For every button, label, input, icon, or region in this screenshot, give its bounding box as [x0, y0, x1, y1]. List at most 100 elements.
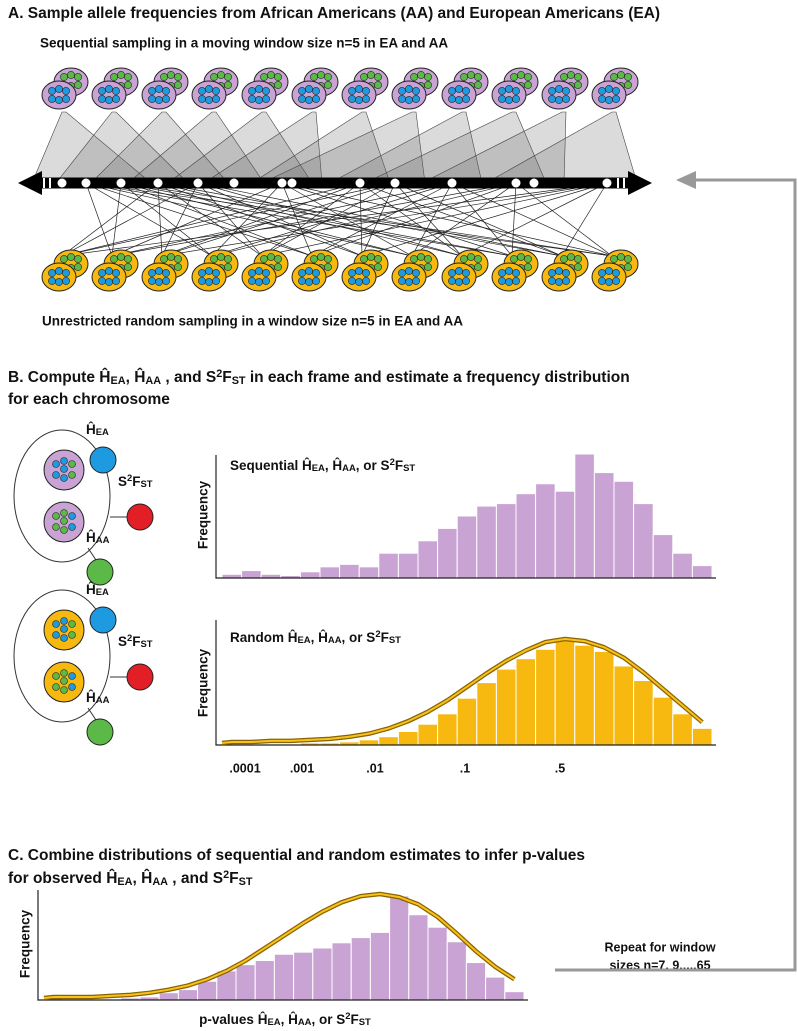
allele-dot — [460, 255, 467, 262]
allele-dot — [224, 255, 231, 262]
histogram-bar — [236, 965, 255, 1000]
panel-b-title: B. Compute ĤEA, ĤAA , and S2FST in each … — [8, 368, 630, 387]
allele-dot — [53, 461, 60, 468]
snp-position — [602, 178, 612, 188]
allele-dot — [512, 269, 519, 276]
allele-dot — [362, 277, 369, 284]
allele-dot — [610, 73, 617, 80]
text-run: F — [395, 458, 403, 473]
allele-dot — [517, 253, 524, 260]
allele-dot — [69, 684, 76, 691]
allele-dot — [69, 524, 76, 531]
subscript: AA — [342, 463, 356, 474]
allele-dot — [612, 277, 619, 284]
allele-dot — [69, 472, 76, 479]
text-run: Ĥ — [99, 368, 110, 386]
allele-dot — [155, 85, 162, 92]
subscript: EA — [312, 463, 325, 474]
allele-dot — [348, 95, 355, 102]
text-run: , and S — [168, 870, 223, 887]
h-aa-node — [87, 719, 113, 745]
allele-dot — [212, 269, 219, 276]
allele-dot — [548, 87, 555, 94]
allele-dot — [412, 95, 419, 102]
panel-b-title-line2: for each chromosome — [8, 391, 170, 408]
allele-dot — [69, 461, 76, 468]
snp-position — [153, 178, 163, 188]
allele-dot — [205, 278, 212, 285]
allele-dot — [455, 96, 462, 103]
allele-dot — [467, 253, 474, 260]
subscript: ST — [141, 479, 153, 490]
allele-dot — [448, 269, 455, 276]
histogram-bar — [692, 566, 712, 578]
allele-dot — [148, 95, 155, 102]
subscript: AA — [152, 876, 168, 888]
allele-dot — [405, 278, 412, 285]
allele-dot — [398, 95, 405, 102]
histogram-bar — [477, 506, 497, 578]
allele-dot — [62, 277, 69, 284]
allele-dot — [612, 269, 619, 276]
allele-dot — [324, 73, 331, 80]
allele-dot — [510, 73, 517, 80]
allele-dot — [605, 267, 612, 274]
text-run: Ĥ — [134, 368, 145, 386]
text-run: Ĥ — [302, 458, 312, 473]
allele-dot — [48, 95, 55, 102]
allele-dot — [105, 96, 112, 103]
allele-dot — [624, 73, 631, 80]
allele-dot — [167, 253, 174, 260]
histogram-bar — [159, 993, 178, 1000]
text-run: Ĥ — [318, 630, 328, 645]
allele-dot — [562, 87, 569, 94]
node-label: ĤEA — [86, 422, 109, 438]
allele-dot — [262, 95, 269, 102]
allele-dot — [162, 87, 169, 94]
allele-dot — [410, 255, 417, 262]
allele-dot — [524, 81, 531, 88]
y-axis-label: Frequency — [196, 480, 211, 549]
histogram-bar — [428, 927, 447, 1000]
random-label: Unrestricted random sampling in a window… — [42, 314, 463, 329]
text-run: Random — [230, 630, 288, 645]
histogram-bar — [555, 491, 575, 578]
allele-dot — [105, 267, 112, 274]
histogram-bar — [178, 990, 197, 1000]
allele-dot — [53, 673, 60, 680]
allele-dot — [424, 263, 431, 270]
allele-dot — [260, 255, 267, 262]
allele-dot — [374, 263, 381, 270]
allele-dot — [448, 87, 455, 94]
allele-dot — [448, 95, 455, 102]
subscript: ST — [141, 639, 153, 650]
allele-dot — [224, 81, 231, 88]
text-run: Sequential — [230, 458, 302, 473]
panel-a-title: A. Sample allele frequencies from Africa… — [8, 5, 660, 22]
allele-dot — [162, 95, 169, 102]
allele-dot — [574, 255, 581, 262]
allele-dot — [560, 73, 567, 80]
histogram-bar — [332, 943, 351, 1000]
allele-dot — [274, 73, 281, 80]
allele-dot — [61, 618, 68, 625]
allele-dot — [255, 85, 262, 92]
allele-dot — [53, 472, 60, 479]
node-label: S2FST — [118, 473, 153, 490]
allele-dot — [560, 255, 567, 262]
histogram-bar — [242, 571, 262, 578]
allele-dot — [398, 87, 405, 94]
allele-dot — [374, 73, 381, 80]
allele-dot — [348, 269, 355, 276]
allele-dot — [48, 87, 55, 94]
text-run: F — [132, 474, 140, 489]
allele-dot — [474, 263, 481, 270]
text-run: Ĥ — [258, 1012, 268, 1027]
histogram-bar — [359, 567, 379, 578]
sample-line — [512, 183, 516, 256]
text-run: , or S — [342, 630, 376, 645]
chromosome-end — [628, 171, 652, 195]
allele-dot — [505, 85, 512, 92]
h-ea-node — [90, 607, 116, 633]
histogram-bar — [398, 553, 418, 578]
